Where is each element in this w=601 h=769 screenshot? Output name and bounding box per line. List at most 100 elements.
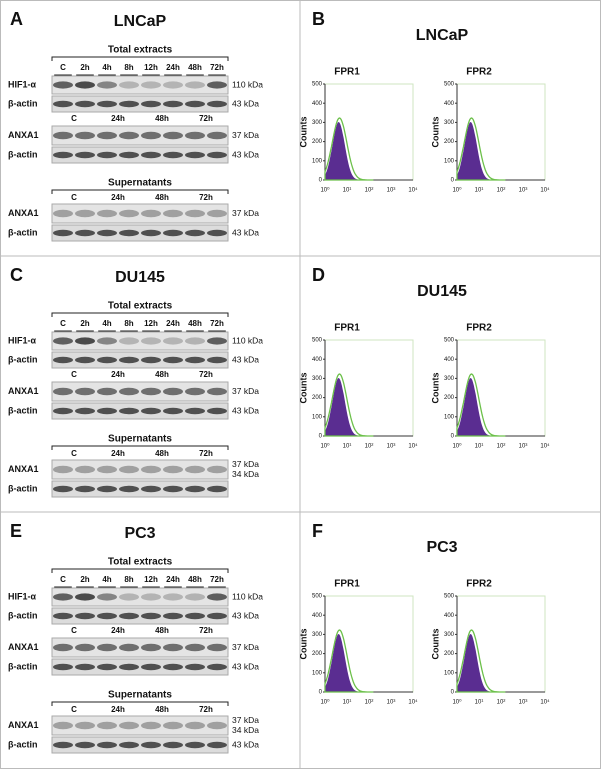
size-label: 37 kDa <box>232 459 259 469</box>
lane-label: C <box>71 626 77 635</box>
blot-heading: Supernatants <box>108 434 172 445</box>
band <box>163 741 183 749</box>
lane-label: 24h <box>111 114 125 123</box>
band <box>207 465 227 474</box>
band <box>163 663 183 671</box>
band <box>119 151 139 159</box>
row-label: β-actin <box>8 739 38 749</box>
band <box>185 612 205 620</box>
band <box>119 131 139 140</box>
band <box>141 741 161 749</box>
band <box>185 229 205 237</box>
x-tick-label: 10³ <box>387 444 396 450</box>
band <box>163 465 183 474</box>
size-label: 43 kDa <box>232 739 259 749</box>
y-tick-label: 0 <box>319 178 323 184</box>
band <box>119 593 139 601</box>
histogram-stained <box>456 629 506 693</box>
x-tick-label: 10⁴ <box>408 187 418 194</box>
band <box>53 407 73 415</box>
row-label: β-actin <box>8 483 38 493</box>
band <box>97 229 117 237</box>
x-tick-label: 10³ <box>387 700 396 706</box>
band <box>53 612 73 620</box>
y-tick-label: 300 <box>444 120 455 126</box>
band <box>97 81 117 89</box>
lane-label: 4h <box>102 63 111 72</box>
y-tick-label: 200 <box>444 651 455 657</box>
band <box>53 229 73 237</box>
band <box>53 663 73 671</box>
blot-strip <box>51 637 229 658</box>
band <box>119 387 139 396</box>
band <box>53 81 73 89</box>
y-tick-label: 500 <box>312 82 323 88</box>
lane-label: 48h <box>155 626 169 635</box>
lane-label: 24h <box>111 370 125 379</box>
band <box>119 337 139 345</box>
band <box>53 356 73 364</box>
band <box>163 643 183 652</box>
bracket <box>51 56 229 61</box>
band <box>185 356 205 364</box>
band <box>163 407 183 415</box>
y-tick-label: 300 <box>312 120 323 126</box>
band <box>141 131 161 140</box>
y-tick-label: 200 <box>444 395 455 401</box>
lane-label: 24h <box>111 193 125 202</box>
row-label: β-actin <box>8 149 38 159</box>
band <box>75 465 95 474</box>
histogram-title: FPR2 <box>466 579 492 590</box>
lane-label: C <box>71 449 77 458</box>
blot-strip <box>51 587 229 607</box>
y-tick-label: 500 <box>444 82 455 88</box>
lane-label: 24h <box>166 319 180 328</box>
panel-title: LNCaP <box>114 13 167 30</box>
lane-label: 48h <box>155 449 169 458</box>
band <box>185 337 205 345</box>
band <box>75 741 95 749</box>
y-tick-label: 400 <box>444 613 455 619</box>
band <box>207 593 227 601</box>
blot-strip <box>51 95 229 113</box>
blot-strip <box>51 607 229 625</box>
blot-strip <box>51 351 229 369</box>
band <box>119 209 139 218</box>
y-tick-label: 200 <box>312 139 323 145</box>
size-label: 34 kDa <box>232 469 259 479</box>
lane-label: 2h <box>80 319 89 328</box>
row-label: β-actin <box>8 405 38 415</box>
blot-strip <box>51 736 229 754</box>
y-axis-label: Counts <box>298 373 308 404</box>
row-label: HIF1-α <box>8 79 37 89</box>
lane-label: 72h <box>199 114 213 123</box>
x-tick-label: 10³ <box>519 188 528 194</box>
blot-strip <box>51 459 229 480</box>
band <box>141 593 161 601</box>
band <box>75 721 95 730</box>
y-tick-label: 0 <box>319 690 323 696</box>
lane-label: 48h <box>188 63 202 72</box>
band <box>185 643 205 652</box>
blot-heading: Supernatants <box>108 690 172 701</box>
histogram-title: FPR1 <box>334 67 360 78</box>
blot-strip <box>51 203 229 224</box>
band <box>97 485 117 493</box>
lane-label: C <box>71 114 77 123</box>
row-label: β-actin <box>8 98 38 108</box>
lane-label: 48h <box>155 705 169 714</box>
histogram-isotype <box>325 634 374 692</box>
histogram-isotype <box>457 122 506 180</box>
y-tick-label: 300 <box>444 632 455 638</box>
band <box>97 612 117 620</box>
lane-label: 48h <box>188 319 202 328</box>
panel-title: PC3 <box>124 525 155 542</box>
blot-strip <box>51 125 229 146</box>
band <box>97 337 117 345</box>
band <box>119 721 139 730</box>
band <box>207 337 227 345</box>
x-tick-label: 10¹ <box>475 700 484 706</box>
x-tick-label: 10² <box>365 700 374 706</box>
x-tick-label: 10⁰ <box>320 443 330 450</box>
band <box>97 721 117 730</box>
